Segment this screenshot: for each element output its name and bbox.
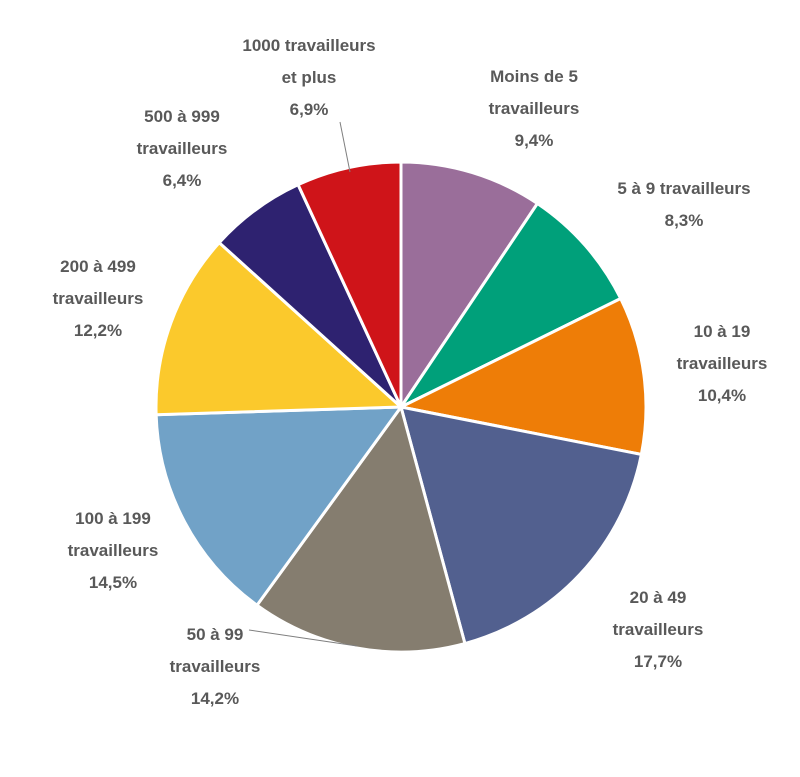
slice-value-label: 10,4% bbox=[698, 386, 746, 405]
slice-category-label: 5 à 9 travailleurs bbox=[617, 179, 750, 198]
slice-value-label: 8,3% bbox=[665, 211, 704, 230]
pie-slice-4 bbox=[398, 405, 644, 646]
leader-line-5 bbox=[248, 629, 358, 647]
slice-label-5: 50 à 99 travailleurs 14,2% bbox=[170, 625, 261, 708]
pie-slice-2 bbox=[396, 201, 623, 411]
leader-lines bbox=[248, 121, 358, 647]
slice-label-6: 100 à 199 travailleurs 14,5% bbox=[68, 509, 159, 592]
slice-category-label: travailleurs bbox=[489, 99, 580, 118]
slice-value-label: 9,4% bbox=[515, 131, 554, 150]
pie-slice-3 bbox=[396, 296, 648, 457]
pie-slice-1 bbox=[399, 160, 540, 412]
slice-value-label: 14,2% bbox=[191, 689, 239, 708]
slice-category-label: travailleurs bbox=[170, 657, 261, 676]
slice-category-label: 200 à 499 bbox=[60, 257, 136, 276]
slice-category-label: 50 à 99 bbox=[187, 625, 244, 644]
slice-category-label: travailleurs bbox=[53, 289, 144, 308]
slice-label-7: 200 à 499 travailleurs 12,2% bbox=[53, 257, 144, 340]
slice-category-label: travailleurs bbox=[137, 139, 228, 158]
slice-category-label: travailleurs bbox=[68, 541, 159, 560]
slice-category-label: Moins de 5 bbox=[490, 67, 578, 86]
pie-slice-6 bbox=[154, 405, 405, 608]
slice-label-2: 5 à 9 travailleurs 8,3% bbox=[617, 179, 750, 230]
slice-label-8: 500 à 999 travailleurs 6,4% bbox=[137, 107, 228, 190]
pie-slice-9 bbox=[296, 160, 403, 408]
pie-slices bbox=[154, 160, 648, 654]
pie-slice-5 bbox=[254, 403, 467, 654]
slice-label-1: Moins de 5 travailleurs 9,4% bbox=[489, 67, 580, 150]
slice-label-3: 10 à 19 travailleurs 10,4% bbox=[677, 322, 768, 405]
slice-value-label: 6,4% bbox=[163, 171, 202, 190]
slice-category-label: 100 à 199 bbox=[75, 509, 151, 528]
pie-slice-7 bbox=[154, 240, 405, 417]
slice-value-label: 17,7% bbox=[634, 652, 682, 671]
slice-category-label: 500 à 999 bbox=[144, 107, 220, 126]
slice-value-label: 6,9% bbox=[290, 100, 329, 119]
slice-category-label: 10 à 19 bbox=[694, 322, 751, 341]
slice-category-label: travailleurs bbox=[677, 354, 768, 373]
slice-category-label: et plus bbox=[282, 68, 337, 87]
slice-label-9: 1000 travailleurs et plus 6,9% bbox=[242, 36, 375, 119]
slice-value-label: 14,5% bbox=[89, 573, 137, 592]
slice-category-label: 1000 travailleurs bbox=[242, 36, 375, 55]
slice-category-label: travailleurs bbox=[613, 620, 704, 639]
leader-line-9 bbox=[339, 121, 351, 173]
slice-labels: Moins de 5 travailleurs 9,4% 5 à 9 travaill… bbox=[53, 36, 768, 708]
slice-label-4: 20 à 49 travailleurs 17,7% bbox=[613, 588, 704, 671]
slice-category-label: 20 à 49 bbox=[630, 588, 687, 607]
slice-value-label: 12,2% bbox=[74, 321, 122, 340]
